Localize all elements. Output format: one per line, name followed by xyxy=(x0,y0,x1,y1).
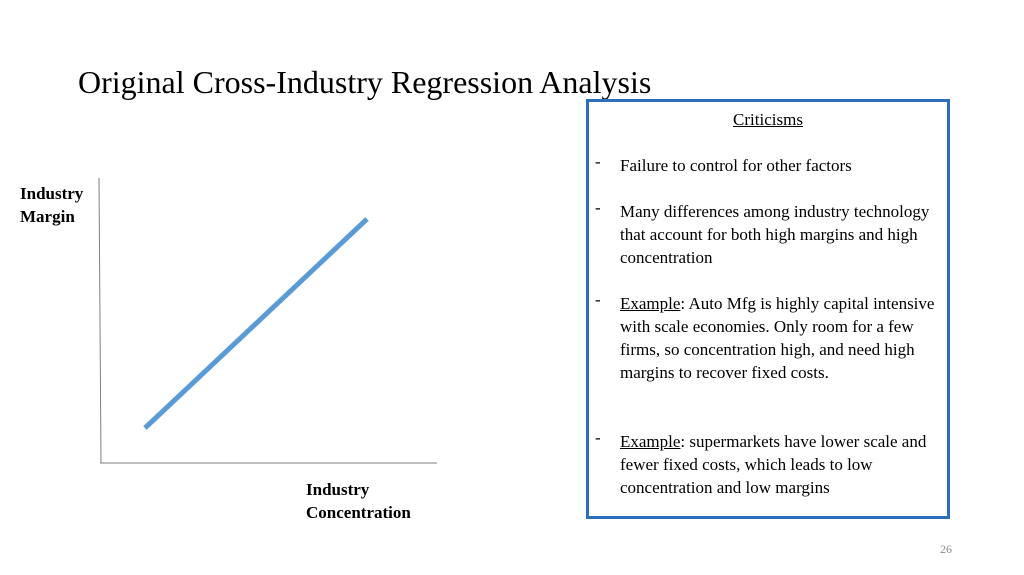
x-axis-label: Industry Concentration xyxy=(306,478,446,524)
y-axis-label-line2: Margin xyxy=(20,207,75,226)
example-body: : Auto Mfg is highly capital intensive w… xyxy=(620,294,935,382)
example-body: : supermarkets have lower scale and fewe… xyxy=(620,432,927,497)
criticism-item: - Example: supermarkets have lower scale… xyxy=(595,428,945,499)
slide-title: Original Cross-Industry Regression Analy… xyxy=(78,64,652,100)
x-axis-label-line2: Concentration xyxy=(306,503,411,522)
criticism-text: Failure to control for other factors xyxy=(620,156,852,175)
criticisms-heading: Criticisms xyxy=(733,110,803,129)
x-axis-label-line1: Industry xyxy=(306,480,370,499)
bullet-dash: - xyxy=(595,198,601,217)
criticism-item: - Failure to control for other factors xyxy=(595,152,945,177)
criticism-text: Example: Auto Mfg is highly capital inte… xyxy=(620,292,945,384)
bullet-dash: - xyxy=(595,152,601,171)
y-axis-label: Industry Margin xyxy=(20,182,110,228)
criticism-text: Many differences among industry technolo… xyxy=(620,202,930,267)
criticism-text: Example: supermarkets have lower scale a… xyxy=(620,430,945,499)
example-label: Example xyxy=(620,432,681,451)
example-label: Example xyxy=(620,294,681,313)
criticism-item: - Many differences among industry techno… xyxy=(595,198,945,269)
page-number: 26 xyxy=(940,542,952,556)
bullet-dash: - xyxy=(595,428,601,447)
y-axis-label-line1: Industry xyxy=(20,184,84,203)
bullet-dash: - xyxy=(595,290,601,309)
regression-line xyxy=(143,217,369,430)
criticism-item: - Example: Auto Mfg is highly capital in… xyxy=(595,290,945,384)
criticisms-box: Criticisms - Failure to control for othe… xyxy=(586,99,950,519)
